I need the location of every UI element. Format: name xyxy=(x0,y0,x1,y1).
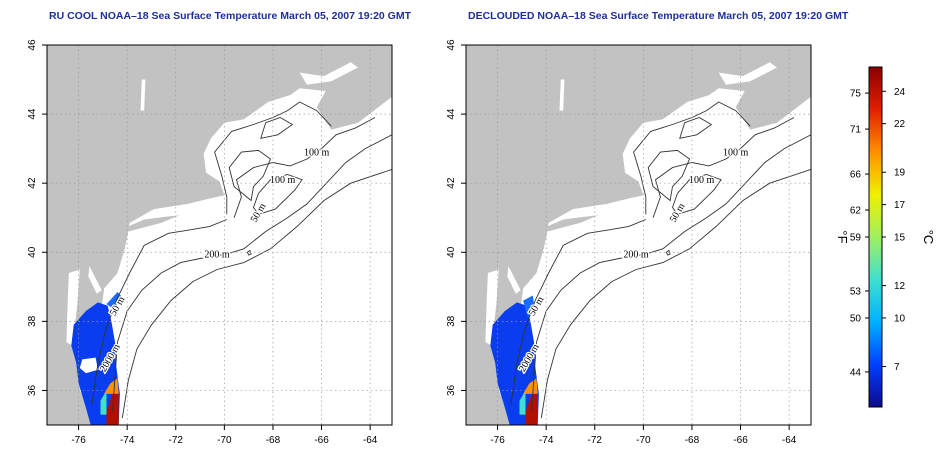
celsius-tick-label-3: 17 xyxy=(894,200,906,211)
left-y-tick-label-3: 42 xyxy=(27,177,38,189)
right-land xyxy=(466,45,773,425)
right-chesapeake-bay xyxy=(485,269,499,346)
right-y-tick-label-3: 42 xyxy=(446,177,457,189)
right-sst-cool-edge xyxy=(519,390,526,415)
fahrenheit-tick-label-5: 53 xyxy=(850,286,862,297)
celsius-unit-label: °C xyxy=(921,230,936,245)
right-contour-2000m xyxy=(540,168,811,419)
right-y-tick-label-2: 40 xyxy=(446,246,457,258)
celsius-tick-label-2: 19 xyxy=(894,168,906,179)
left-contour-georges-bank xyxy=(252,174,303,215)
right-x-tick-label-0: -76 xyxy=(490,435,505,446)
right-contour-bank-inner xyxy=(647,149,691,202)
left-bay-of-fundy xyxy=(299,62,358,85)
right-long-island xyxy=(547,215,599,232)
left-contour-label-3: 200 m xyxy=(204,249,230,260)
right-x-tick-label-1: -74 xyxy=(539,435,554,446)
left-map-title: RU COOL NOAA–18 Sea Surface Temperature … xyxy=(49,10,412,22)
celsius-tick-label-6: 10 xyxy=(894,313,906,324)
left-lake xyxy=(140,79,146,111)
right-contour-ring xyxy=(665,249,671,256)
colorbar: 24 22 19 17 15 12 10 7 75 71 66 62 59 53 50 44 °F °C xyxy=(835,66,936,408)
left-x-tick-label-5: -66 xyxy=(314,435,329,446)
right-map-frame xyxy=(465,44,812,426)
right-x-tick-label-5: -66 xyxy=(733,435,748,446)
left-long-island xyxy=(128,215,180,232)
left-nova-scotia xyxy=(314,45,392,130)
left-contour-50m xyxy=(91,219,227,405)
left-contour-100m-bank xyxy=(233,117,376,218)
right-contour-100m-bank xyxy=(652,117,795,218)
left-x-tick-label-0: -76 xyxy=(71,435,86,446)
left-y-tick-label-2: 40 xyxy=(27,246,38,258)
left-contour-bank-inner xyxy=(228,149,272,202)
left-delaware-bay xyxy=(88,266,102,294)
right-bay-of-fundy xyxy=(718,62,777,85)
left-contour-gulf-maine xyxy=(260,117,294,139)
left-x-tick-label-3: -70 xyxy=(217,435,232,446)
right-contour-gulf-maine xyxy=(679,117,713,139)
left-contour-label-1: 100 m xyxy=(270,175,296,186)
left-chesapeake-bay xyxy=(66,269,80,346)
left-sst-cool-edge xyxy=(100,390,107,415)
left-contour-ring xyxy=(246,249,252,256)
right-y-tick-label-1: 38 xyxy=(446,315,457,327)
left-x-tick-label-1: -74 xyxy=(120,435,135,446)
right-x-tick-label-3: -70 xyxy=(636,435,651,446)
right-contour-georges-bank xyxy=(671,174,722,215)
right-map-title: DECLOUDED NOAA–18 Sea Surface Temperatur… xyxy=(468,10,849,22)
right-contour-50m xyxy=(510,219,646,405)
right-y-tick-label-4: 44 xyxy=(446,108,457,120)
right-nova-scotia xyxy=(733,45,811,130)
right-contour-label-3: 200 m xyxy=(623,249,649,260)
fahrenheit-unit-label: °F xyxy=(835,230,850,243)
celsius-tick-label-5: 12 xyxy=(894,281,906,292)
left-y-tick-label-4: 44 xyxy=(27,108,38,120)
right-sst-cold-water xyxy=(490,302,539,425)
right-contour-label-0: 100 m xyxy=(723,148,749,159)
left-y-tick-label-1: 38 xyxy=(27,315,38,327)
fahrenheit-tick-label-1: 71 xyxy=(850,125,862,136)
right-x-tick-label-2: -72 xyxy=(588,435,603,446)
right-lake xyxy=(559,79,565,111)
celsius-tick-label-0: 24 xyxy=(894,87,906,98)
left-contour-2000m xyxy=(121,168,392,419)
left-cloud-gap xyxy=(79,357,98,374)
fahrenheit-tick-label-7: 44 xyxy=(850,367,862,378)
fahrenheit-tick-label-4: 59 xyxy=(850,233,862,244)
right-y-tick-label-0: 36 xyxy=(446,384,457,396)
right-sst-shelf-patch xyxy=(523,295,536,318)
right-x-tick-label-4: -68 xyxy=(685,435,700,446)
fahrenheit-tick-label-0: 75 xyxy=(850,89,862,100)
celsius-tick-label-4: 15 xyxy=(894,233,906,244)
celsius-tick-label-1: 22 xyxy=(894,119,906,130)
celsius-tick-label-7: 7 xyxy=(894,362,900,373)
fahrenheit-tick-label-6: 50 xyxy=(850,313,862,324)
fahrenheit-tick-label-2: 66 xyxy=(850,170,862,181)
left-land xyxy=(47,45,354,425)
right-contour-label-1: 100 m xyxy=(689,175,715,186)
left-y-tick-label-0: 36 xyxy=(27,384,38,396)
fahrenheit-tick-label-3: 62 xyxy=(850,206,862,217)
left-y-tick-label-5: 46 xyxy=(27,39,38,51)
right-x-tick-label-6: -64 xyxy=(782,435,797,446)
left-map-frame xyxy=(46,44,393,426)
colorbar-bar xyxy=(868,66,883,408)
right-y-tick-label-5: 46 xyxy=(446,39,457,51)
left-x-tick-label-4: -68 xyxy=(266,435,281,446)
left-x-tick-label-2: -72 xyxy=(169,435,184,446)
left-x-tick-label-6: -64 xyxy=(363,435,378,446)
left-contour-label-0: 100 m xyxy=(304,148,330,159)
right-delaware-bay xyxy=(507,266,521,294)
